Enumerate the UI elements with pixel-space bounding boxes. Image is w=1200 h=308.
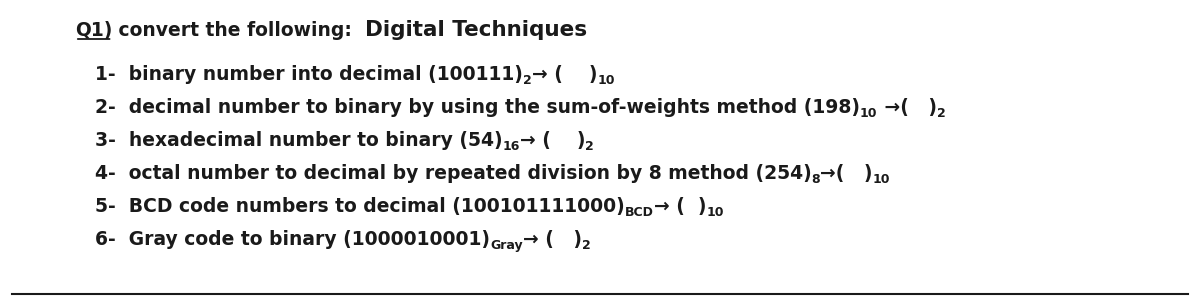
Text: → (    ): → ( ) xyxy=(532,65,598,84)
Text: 2: 2 xyxy=(586,140,594,153)
Text: 8: 8 xyxy=(811,173,821,186)
Text: 10: 10 xyxy=(872,173,890,186)
Text: 5-  BCD code numbers to decimal (100101111000): 5- BCD code numbers to decimal (10010111… xyxy=(95,197,625,216)
Text: → (  ): → ( ) xyxy=(654,197,706,216)
Text: 10: 10 xyxy=(706,206,724,219)
Text: 2: 2 xyxy=(523,74,532,87)
Text: 4-  octal number to decimal by repeated division by 8 method (254): 4- octal number to decimal by repeated d… xyxy=(95,164,811,183)
Text: BCD: BCD xyxy=(625,206,654,219)
Text: 2-  decimal number to binary by using the sum-of-weights method (198): 2- decimal number to binary by using the… xyxy=(95,98,860,117)
Text: convert the following:: convert the following: xyxy=(113,21,365,40)
Text: 2: 2 xyxy=(582,239,590,252)
Text: → (    ): → ( ) xyxy=(520,131,586,150)
Text: Gray: Gray xyxy=(490,239,523,252)
Text: 6-  Gray code to binary (1000010001): 6- Gray code to binary (1000010001) xyxy=(95,230,490,249)
Text: Digital Techniques: Digital Techniques xyxy=(365,20,587,40)
Text: 10: 10 xyxy=(598,74,614,87)
Text: 16: 16 xyxy=(503,140,520,153)
Text: →(   ): →( ) xyxy=(877,98,936,117)
Text: 1-  binary number into decimal (100111): 1- binary number into decimal (100111) xyxy=(95,65,523,84)
Text: 10: 10 xyxy=(860,107,877,120)
Text: → (   ): → ( ) xyxy=(523,230,582,249)
Text: Q1): Q1) xyxy=(74,21,113,40)
Text: 2: 2 xyxy=(936,107,946,120)
Text: 3-  hexadecimal number to binary (54): 3- hexadecimal number to binary (54) xyxy=(95,131,503,150)
Text: →(   ): →( ) xyxy=(821,164,872,183)
